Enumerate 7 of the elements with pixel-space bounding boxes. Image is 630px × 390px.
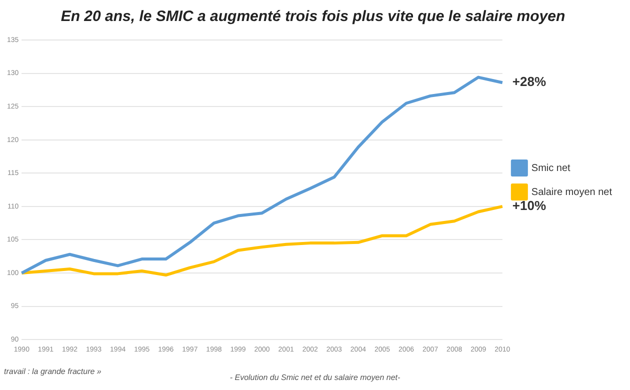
text: travail : la grande fracture » [4, 367, 102, 376]
annotation: +28% [512, 74, 546, 90]
annotation: +10% [512, 198, 546, 214]
text: - Evolution du Smic net et du salaire moyen net- [230, 373, 400, 382]
legend-label: Salaire moyen net [531, 186, 612, 198]
chart-title: En 20 ans, le SMIC a augmenté trois fois plus vite que le salaire moyen [60, 8, 566, 26]
legend-label: Smic net [531, 162, 571, 174]
